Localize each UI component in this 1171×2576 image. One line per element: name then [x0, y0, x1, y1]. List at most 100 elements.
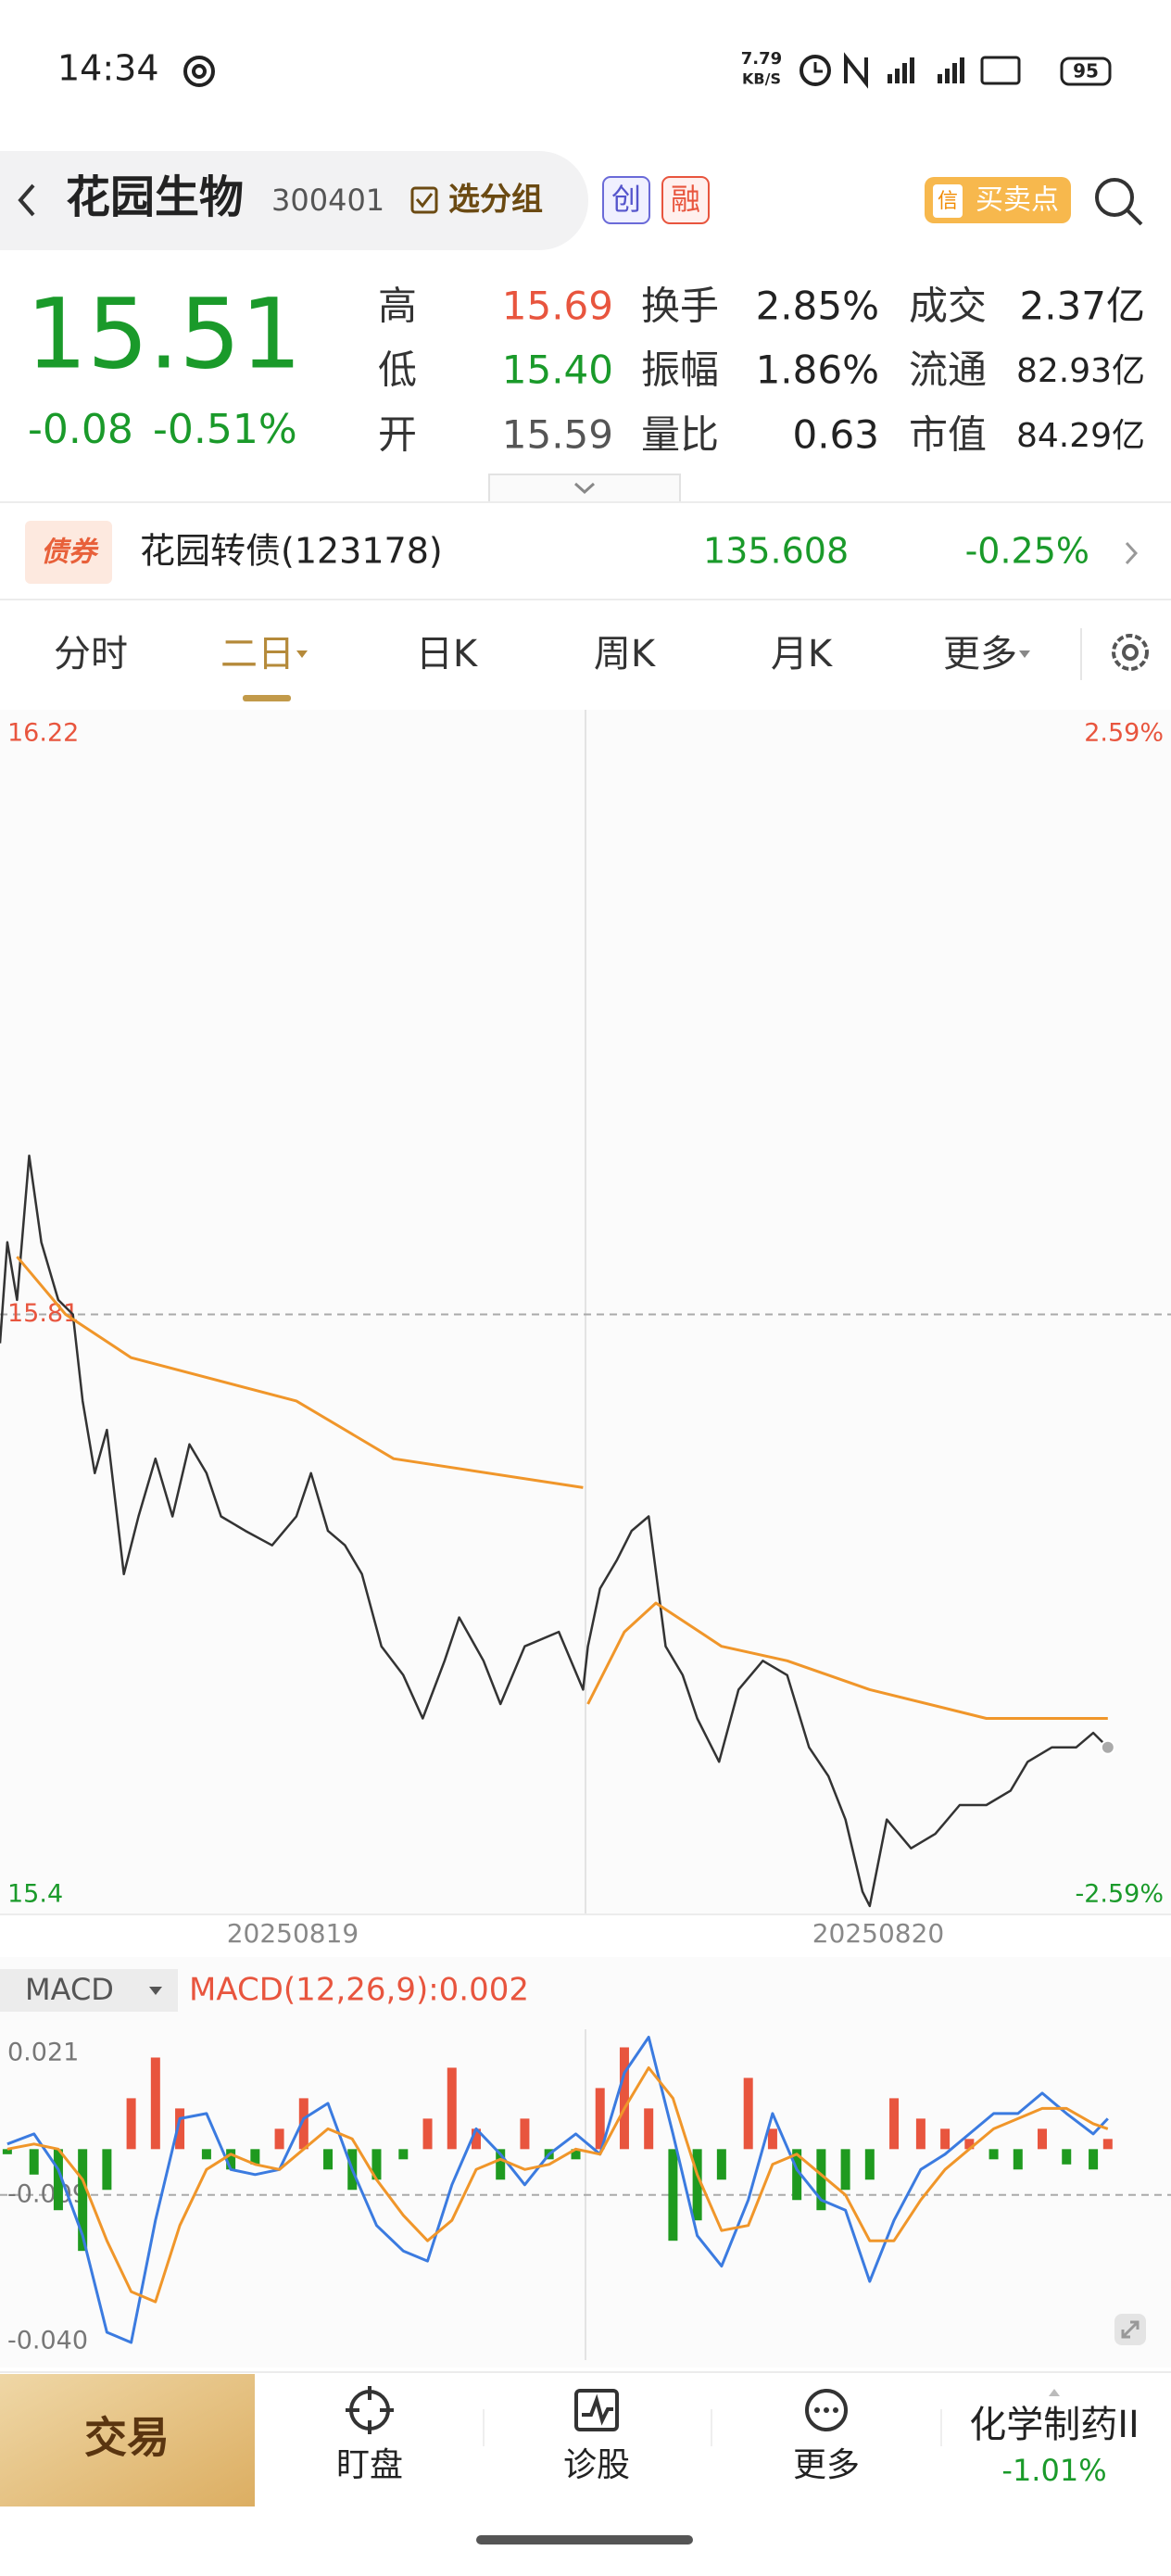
macd-bar	[422, 2118, 433, 2150]
macd-bar	[792, 2149, 802, 2201]
stat-value: 1.86%	[756, 347, 879, 393]
macd-bar	[323, 2149, 334, 2170]
badge: 融	[671, 182, 700, 217]
status-icon	[183, 56, 215, 87]
bond-name[interactable]: 花园转债(123178)	[140, 531, 443, 572]
sector-name[interactable]: 化学制药II	[969, 2404, 1140, 2446]
last-point	[1100, 1739, 1115, 1755]
stat-label: 开	[378, 412, 417, 458]
tab[interactable]: 分时	[54, 633, 128, 676]
macd-bar	[126, 2098, 136, 2150]
macd-bar	[496, 2149, 506, 2180]
macd-bar	[201, 2149, 211, 2160]
macd-bar	[102, 2149, 112, 2191]
series-line	[0, 1154, 1109, 1908]
macd-bar	[398, 2149, 409, 2160]
search-button[interactable]	[1095, 178, 1143, 226]
macd-bar	[250, 2149, 260, 2165]
trade-button[interactable]: 交易	[84, 2413, 170, 2463]
macd-bar	[226, 2149, 236, 2170]
macd-bar	[988, 2149, 999, 2160]
status-icons	[800, 52, 1021, 89]
macd-bar	[940, 2128, 951, 2150]
more-dots	[814, 2407, 838, 2413]
price-change-pct: -0.51%	[153, 406, 297, 453]
signal-icon-bg	[933, 184, 963, 218]
macd-bar	[964, 2139, 975, 2150]
macd-bar	[371, 2149, 382, 2180]
indicator-select[interactable]: MACD	[25, 1972, 114, 2007]
tab-underline	[243, 695, 291, 701]
macd-bar	[595, 2088, 605, 2150]
macd-bar	[716, 2149, 726, 2180]
signal-button[interactable]: 买卖点	[976, 184, 1059, 217]
sector-arrow	[1049, 2389, 1060, 2396]
group-button[interactable]: 选分组	[448, 182, 543, 219]
tab-bar: 分时 二日 日K 周K 月K 更多	[54, 633, 1030, 676]
macd-bar	[520, 2118, 530, 2150]
nav-item[interactable]: 更多	[793, 2446, 860, 2484]
expand-tab[interactable]	[488, 474, 681, 503]
macd-bar	[692, 2149, 702, 2221]
tab[interactable]: 二日	[220, 633, 295, 676]
nav-items: 盯盘 诊股 更多	[336, 2446, 860, 2484]
settings-button[interactable]	[1112, 634, 1149, 671]
macd-bar	[840, 2149, 850, 2191]
signal-icon: 信	[938, 190, 958, 213]
bond-price: 135.608	[703, 531, 849, 572]
macd-bar	[668, 2149, 678, 2241]
macd-bar	[447, 2067, 457, 2150]
indicator-select-bg[interactable]	[0, 1969, 178, 2012]
series-line	[6, 2066, 1109, 2304]
y-tick-label: -0.009	[7, 2179, 88, 2208]
x-tick-label: 20250819	[227, 1918, 359, 1949]
price-change: -0.08	[28, 406, 133, 453]
bond-change: -0.25%	[965, 531, 1089, 572]
stat-value: 15.59	[502, 412, 613, 458]
tab[interactable]: 周K	[594, 633, 657, 676]
tab[interactable]: 日K	[416, 633, 479, 676]
stat-value: 84.29亿	[1016, 417, 1145, 455]
macd-bar	[471, 2128, 481, 2150]
macd-bar	[1062, 2149, 1072, 2165]
stat-label: 成交	[909, 284, 987, 329]
tab[interactable]: 更多	[943, 633, 1017, 676]
bond-badge-bg	[25, 521, 112, 584]
macd-bar	[150, 2057, 160, 2150]
stat-value: 2.37亿	[1019, 284, 1145, 329]
bond-chevron[interactable]	[1125, 541, 1139, 565]
nav-item[interactable]: 盯盘	[336, 2446, 403, 2484]
nav-item[interactable]: 诊股	[563, 2446, 630, 2484]
tab[interactable]: 月K	[771, 633, 834, 676]
net-speed-value: 7.79	[741, 49, 782, 69]
battery	[1060, 57, 1112, 86]
macd-bar	[29, 2149, 39, 2175]
macd-bar	[53, 2149, 63, 2211]
stat-value: 15.69	[502, 284, 613, 329]
expand-chevron	[573, 482, 596, 495]
stat-label: 高	[378, 284, 417, 329]
stat-label: 换手	[641, 284, 719, 329]
badge-box	[602, 176, 650, 224]
series-line	[16, 1256, 1108, 1720]
macd-bar	[1038, 2128, 1048, 2150]
trade-button-bg[interactable]	[0, 2374, 255, 2507]
macd-bar	[1013, 2149, 1023, 2170]
group-checkbox[interactable]	[410, 186, 438, 214]
y-tick-label: 15.4	[7, 1880, 63, 1909]
stat-value: 15.40	[502, 347, 613, 393]
macd-bar	[889, 2098, 900, 2150]
stat-value: 82.93亿	[1016, 352, 1145, 390]
y2-tick-label: 2.59%	[1084, 719, 1164, 748]
badge-box	[661, 176, 710, 224]
stat-value: 0.63	[792, 412, 879, 458]
nav-icons	[346, 2386, 848, 2434]
tab-arrow	[296, 650, 308, 658]
back-button[interactable]	[18, 183, 35, 217]
net-speed-unit: KB/S	[742, 70, 781, 88]
stat-label: 振幅	[641, 347, 719, 393]
macd-bar	[619, 2047, 629, 2150]
status-time: 14:34	[57, 48, 159, 89]
